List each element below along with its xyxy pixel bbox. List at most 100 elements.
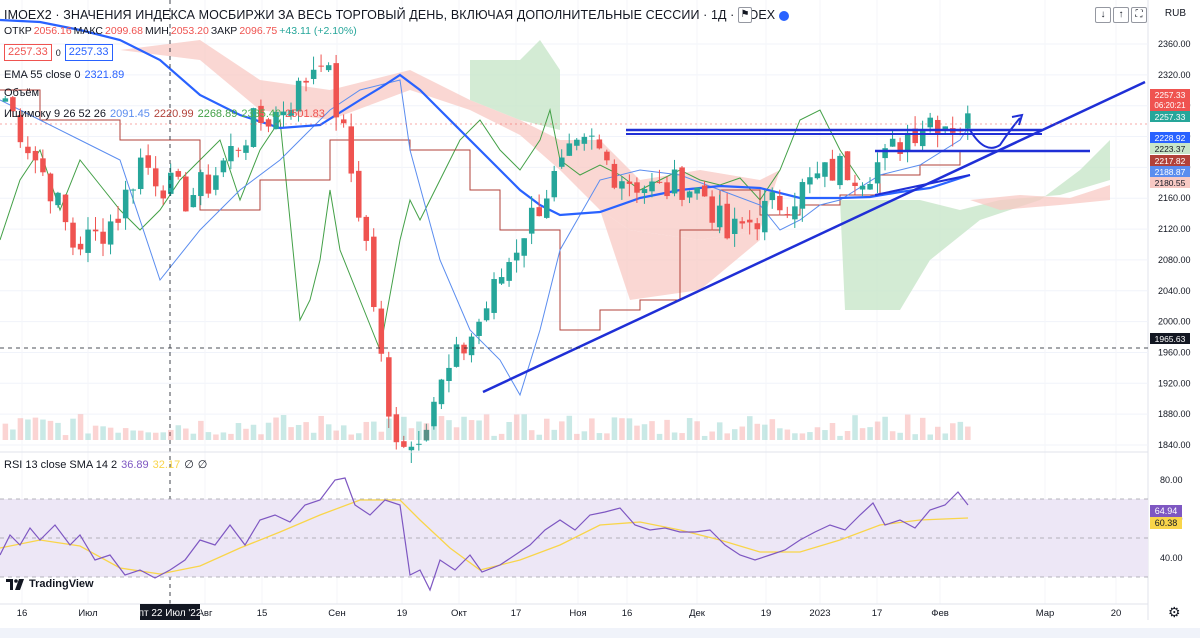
time-tick-label: 19: [397, 608, 408, 619]
tradingview-logo[interactable]: TradingView: [6, 578, 94, 590]
candle-body: [859, 185, 866, 190]
volume-bar: [807, 432, 813, 440]
volume-bar: [574, 433, 580, 440]
volume-bar: [130, 430, 136, 440]
candle-body: [160, 190, 167, 199]
candle-body: [919, 130, 926, 147]
time-tick-label: Сен: [328, 608, 345, 619]
volume-bar: [2, 423, 9, 440]
time-tick-label: 2023: [809, 608, 830, 619]
chart-title: IMOEX2 · ЗНАЧЕНИЯ ИНДЕКСА МОСБИРЖИ ЗА ВЕ…: [4, 8, 790, 22]
ichimoku-legend[interactable]: Ишимоку 9 26 52 26 2091.45 2220.99 2268.…: [4, 108, 325, 120]
volume-bar: [762, 424, 768, 440]
candle-body: [70, 222, 76, 248]
candle-body: [739, 221, 746, 224]
sell-button[interactable]: 2257.33: [4, 44, 52, 61]
candle-body: [47, 173, 54, 202]
rsi-value-badge: 64.94: [1155, 506, 1178, 516]
volume-bar: [107, 427, 114, 440]
rsi-ma-value-badge: 60.38: [1155, 518, 1178, 528]
candle-body: [130, 189, 136, 191]
volume-bar: [844, 430, 851, 440]
candle-body: [190, 195, 197, 208]
rsi-tick-label: 80.00: [1160, 475, 1183, 485]
candle-body: [536, 207, 542, 217]
volume-bar: [235, 423, 242, 440]
volume-bar: [897, 432, 903, 440]
candle-body: [198, 172, 204, 197]
candle-body: [521, 238, 527, 256]
tenkan-line: [0, 79, 971, 397]
candle-body: [581, 136, 588, 144]
volume-bar: [190, 433, 197, 440]
candle-body: [942, 126, 949, 131]
volume-bar: [416, 421, 422, 440]
volume-bar: [393, 420, 400, 440]
candle-body: [792, 206, 798, 220]
volume-bar: [513, 414, 520, 440]
volume-bar: [183, 428, 189, 440]
candle-body: [506, 262, 512, 281]
price-tick-label: 2080.00: [1158, 255, 1191, 265]
arrow-down-icon[interactable]: ↓: [1095, 7, 1111, 23]
candle-body: [115, 218, 121, 223]
price-badge-label: 2188.87: [1155, 167, 1186, 177]
candle-body: [295, 80, 302, 112]
candle-body: [243, 145, 249, 153]
price-tick-label: 1960.00: [1158, 347, 1191, 357]
rsi-tick-label: 40.00: [1160, 553, 1183, 563]
time-tick-label: Ноя: [569, 608, 586, 619]
flag-icon[interactable]: ⚑: [738, 7, 752, 23]
volume-legend[interactable]: Объём: [4, 87, 40, 99]
candle-body: [303, 80, 309, 83]
candle-body: [882, 148, 888, 159]
candle-body: [288, 110, 294, 116]
volume-bar: [273, 417, 279, 440]
time-tick-label: 16: [17, 608, 28, 619]
ohlc-legend: ОТКР 2056.16 МАКС 2099.68 МИН 2053.20 ЗАКР 2…: [4, 25, 357, 37]
ema-legend[interactable]: EMA 55 close 0 2321.89: [4, 69, 125, 81]
candle-body: [807, 177, 813, 185]
bottom-toolbar: [0, 628, 1200, 638]
cloud-up-segment: [840, 140, 1110, 310]
candle-body: [220, 160, 227, 173]
buy-button[interactable]: 2257.33: [64, 44, 113, 61]
volume-bar: [634, 425, 640, 440]
status-dot-icon: [779, 10, 790, 21]
price-badge: [1150, 177, 1190, 188]
arrow-up-icon[interactable]: ↑: [1113, 7, 1129, 23]
volume-bar: [927, 434, 934, 440]
volume-bar: [521, 414, 527, 440]
volume-bar: [716, 422, 723, 440]
upper-trendline: [874, 174, 971, 196]
price-tick-label: 2320.00: [1158, 70, 1191, 80]
maximize-icon[interactable]: ⛶: [1131, 7, 1147, 23]
volume-bar: [649, 421, 655, 440]
volume-bar: [596, 433, 603, 440]
candle-body: [363, 216, 370, 241]
candle-body: [55, 192, 61, 206]
price-badge: [1150, 143, 1190, 154]
candle-body: [100, 231, 106, 244]
price-badge-label: 2180.55: [1155, 178, 1186, 188]
cloud-down-segment: [970, 185, 1110, 210]
volume-bar: [115, 432, 121, 440]
rsi-legend[interactable]: RSI 13 close SMA 14 2 36.89 32.17 ∅ ∅: [4, 458, 208, 472]
candle-body: [844, 151, 851, 181]
volume-bar: [724, 433, 730, 440]
volume-bar: [506, 421, 512, 440]
volume-bar: [739, 426, 746, 440]
price-badge: [1150, 155, 1190, 166]
volume-bar: [935, 426, 941, 440]
candle-body: [679, 167, 685, 200]
volume-bar: [401, 416, 407, 440]
candle-body: [85, 229, 91, 253]
volume-bar: [318, 415, 324, 440]
candle-body: [589, 135, 595, 137]
price-badge: [1150, 89, 1190, 111]
candle-body: [378, 308, 385, 354]
volume-bar: [919, 417, 926, 440]
volume-bar: [491, 435, 497, 440]
settings-gear-icon[interactable]: ⚙: [1168, 604, 1181, 620]
